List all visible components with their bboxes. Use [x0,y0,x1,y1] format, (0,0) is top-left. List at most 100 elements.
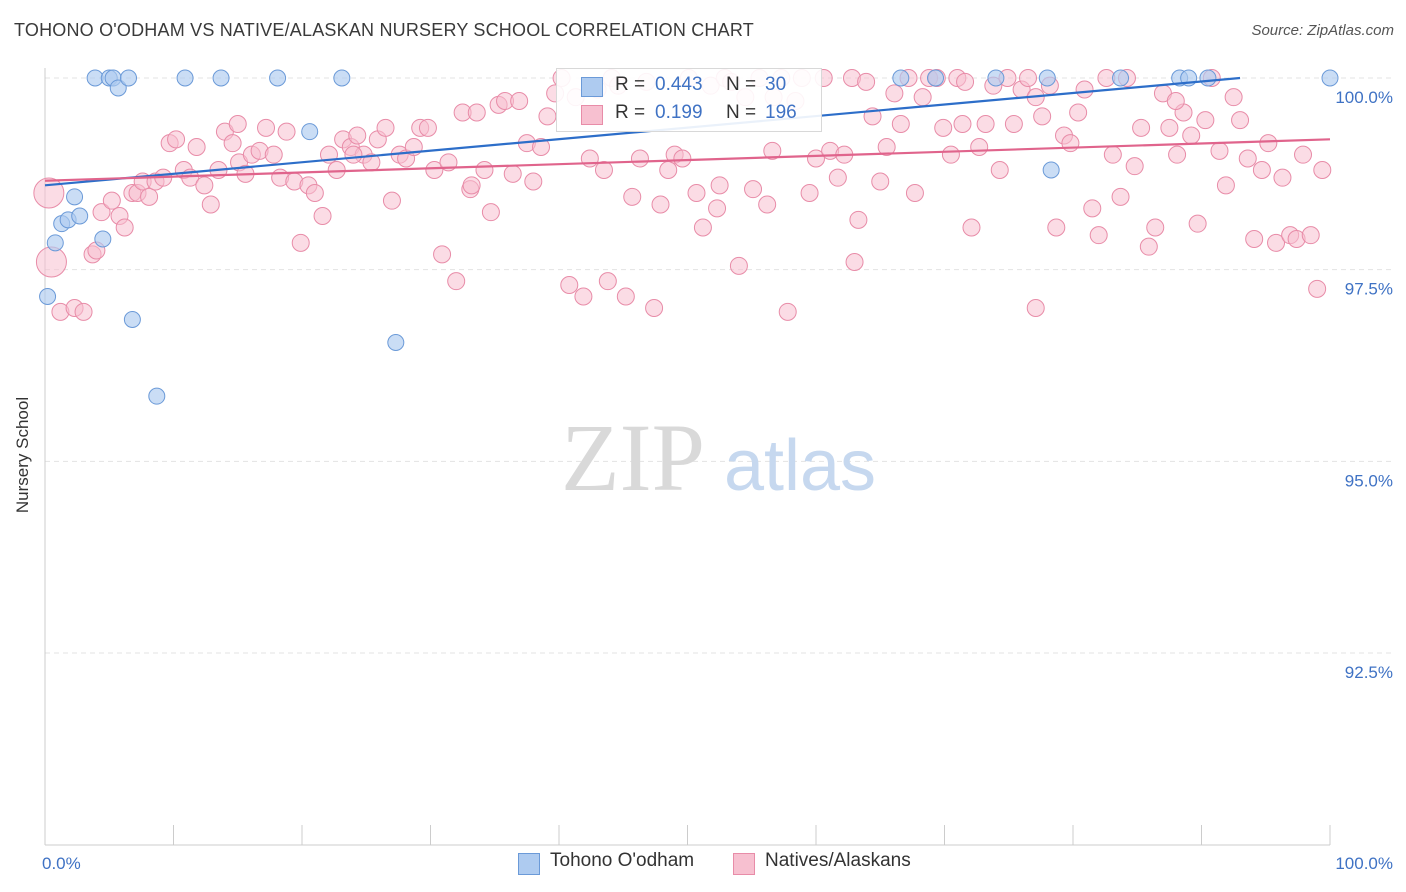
legend-r-value: 0.199 [655,102,703,123]
data-point-natives [33,177,65,209]
data-point-natives [673,149,692,168]
chart-title: TOHONO O'ODHAM VS NATIVE/ALASKAN NURSERY… [14,20,754,40]
tick-labels: 92.5% 95.0% 97.5% 100.0% 0.0% 100.0% [42,88,1393,873]
legend-r-label: R = [615,102,646,123]
data-point-natives [92,203,111,222]
data-point-natives [74,302,93,321]
data-point-natives [102,191,121,210]
legend-row-natives: R = 0.199 N = 196 [557,100,821,128]
data-point-natives [467,103,486,122]
data-point-tohono [927,69,945,87]
data-point-natives [708,199,727,218]
data-point-natives [729,256,748,275]
data-point-natives [885,84,904,103]
data-point-tohono [1038,69,1056,87]
series-tohono-oodham [39,69,1339,405]
data-point-natives [744,180,763,199]
watermark-atlas: atlas [724,426,876,506]
data-point-natives [598,272,617,291]
data-point-tohono [987,69,1005,87]
data-point-tohono [301,123,319,141]
data-point-natives [475,161,494,179]
y-tick-label: 92.5% [1345,663,1393,682]
data-point-tohono [269,69,287,87]
data-point-tohono [86,69,104,87]
data-point-natives [376,118,395,137]
x-tick-label: 0.0% [42,854,81,873]
data-point-natives [344,145,363,164]
data-point-natives [651,195,670,214]
data-point-natives [524,172,543,191]
data-point-natives [433,245,452,264]
data-point-natives [1188,214,1207,233]
data-point-natives [503,164,522,183]
data-point-natives [1075,80,1094,99]
data-point-natives [1238,149,1257,168]
data-point-natives [425,161,444,179]
data-point-tohono [148,387,166,405]
legend-n-value: 30 [765,74,787,95]
y-tick-label: 95.0% [1345,471,1393,490]
data-point-natives [1125,157,1144,176]
data-point-natives [195,176,214,195]
data-point-natives [778,302,797,321]
data-point-natives [1004,115,1023,133]
data-point-natives [291,233,310,252]
data-point-natives [1047,218,1066,237]
data-point-natives [348,126,367,145]
data-point-natives [956,72,975,91]
data-point-tohono [1321,69,1339,87]
data-point-natives [257,118,276,137]
data-point-natives [758,195,777,214]
data-point-natives [877,138,896,156]
data-point-natives [913,88,932,107]
data-point-natives [1196,111,1215,130]
data-point-natives [953,115,972,133]
data-point-natives [1231,111,1250,130]
data-point-natives [1089,226,1108,245]
legend-n-label: N = [726,102,757,123]
data-point-natives [574,287,593,306]
data-point-natives [1301,226,1320,245]
data-point-tohono [94,230,112,248]
data-point-tohono [46,234,64,252]
data-point-tohono [109,79,127,97]
data-point-tohono [1112,69,1130,87]
data-point-natives [807,149,825,168]
legend-n-value: 196 [765,102,797,123]
data-point-natives [1083,199,1102,218]
legend-r-label: R = [615,74,646,95]
data-point-natives [305,184,324,202]
data-point-natives [1146,218,1165,237]
bottom-legend-swatch-natives [733,853,755,875]
y-tick-label: 97.5% [1345,280,1393,299]
data-point-natives [201,195,220,214]
bottom-legend-tohono: Tohono O'odham [550,850,695,871]
data-point-natives [1210,141,1229,160]
data-point-natives [934,118,953,137]
data-point-natives [1259,134,1278,153]
data-point-natives [905,184,924,202]
data-point-natives [481,203,500,222]
y-axis-label: Nursery School [13,397,32,513]
data-point-natives [1245,230,1264,248]
data-point-natives [693,218,712,237]
data-point-natives [857,72,876,91]
data-point-tohono [892,69,910,87]
data-point-natives [616,287,635,306]
bottom-legend-swatch-tohono [518,853,540,875]
data-point-natives [976,115,995,133]
data-point-natives [538,107,557,126]
data-point-natives [1139,237,1158,256]
data-point-tohono [387,334,405,351]
data-point-natives [264,145,283,164]
data-point-natives [630,149,649,168]
data-point-natives [594,161,613,179]
data-point-natives [1216,176,1235,195]
data-point-natives [382,191,401,210]
data-point-natives [1182,126,1201,145]
data-point-natives [828,168,847,187]
data-point-natives [687,184,706,202]
data-point-natives [623,187,642,206]
data-point-natives [941,145,960,164]
